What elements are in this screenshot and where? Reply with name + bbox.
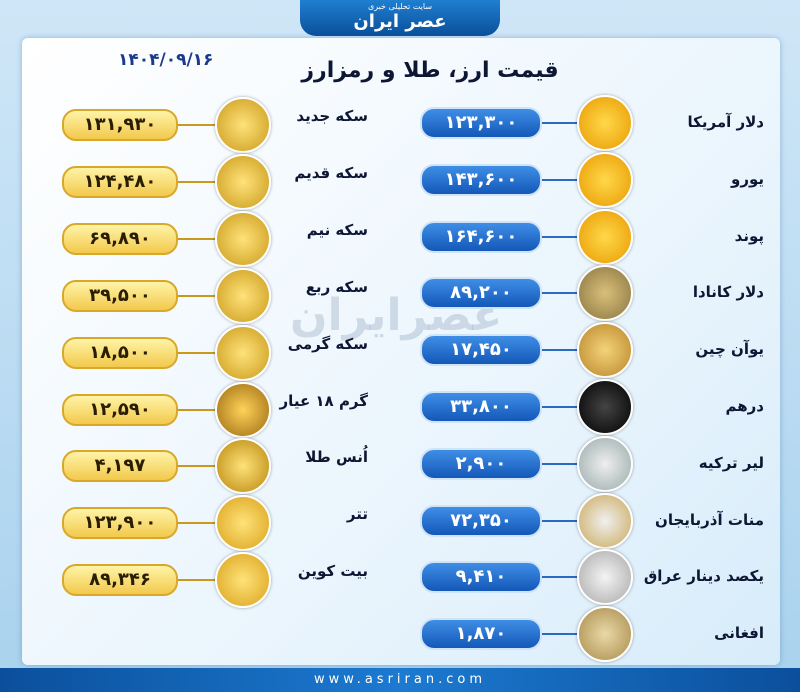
price: ۱,۸۷۰ xyxy=(420,618,542,651)
price: ۶۹,۸۹۰ xyxy=(62,222,178,255)
connector xyxy=(540,235,580,238)
connector xyxy=(176,124,216,126)
connector xyxy=(176,465,216,468)
price: ۱۷,۴۵۰ xyxy=(420,334,542,367)
price: ۸۹,۲۰۰ xyxy=(420,277,542,310)
currency-icon xyxy=(577,549,633,606)
item-icon xyxy=(215,210,271,267)
price: ۱۴۳,۶۰۰ xyxy=(420,163,542,196)
connector xyxy=(176,522,216,525)
connector xyxy=(176,294,216,297)
currency-name: پوند xyxy=(734,226,764,245)
connector xyxy=(540,406,580,408)
item-icon xyxy=(215,495,271,552)
connector xyxy=(540,178,580,181)
currency-icon xyxy=(577,208,633,265)
item-icon xyxy=(215,438,271,495)
price: ۳۹,۵۰۰ xyxy=(62,279,178,312)
connector xyxy=(540,122,580,124)
price: ۱۳۱,۹۳۰ xyxy=(62,109,178,141)
price: ۷۲,۳۵۰ xyxy=(420,504,542,537)
item-name: تتر xyxy=(346,505,368,524)
currency-icon xyxy=(577,265,633,322)
item-name: سکه ربع xyxy=(305,277,368,296)
item-name: سکه گرمی xyxy=(287,334,368,353)
connector xyxy=(540,576,580,579)
currency-name: یوآن چین xyxy=(695,340,764,359)
currency-icon xyxy=(577,492,633,549)
currency-icon xyxy=(577,606,633,663)
currency-name: یورو xyxy=(731,169,764,188)
title: قیمت ارز، طلا و رمزارز xyxy=(301,58,559,83)
footer: www.asriran.com xyxy=(0,668,800,692)
currency-name: منات آذربایجان xyxy=(655,510,764,529)
connector xyxy=(540,349,580,352)
currency-name: دلار کانادا xyxy=(692,283,764,302)
currency-name: افغانی xyxy=(714,624,764,643)
price: ۴,۱۹۷ xyxy=(62,450,178,483)
connector xyxy=(540,292,580,295)
currency-icon xyxy=(577,322,633,379)
currency-name: لیر ترکیه xyxy=(698,453,764,472)
header-banner: سایت تحلیلی خبری عصر ایران xyxy=(300,0,500,36)
date: ۱۴۰۴/۰۹/۱۶ xyxy=(118,50,214,70)
item-name: گرم ۱۸ عیار xyxy=(279,391,368,410)
currency-icon xyxy=(577,95,633,151)
logo: عصر ایران xyxy=(353,11,447,32)
connector xyxy=(176,180,216,183)
item-name: سکه قدیم xyxy=(294,163,368,182)
currency-icon xyxy=(577,379,633,435)
currency-icon xyxy=(577,151,633,208)
currency-name: دلار آمریکا xyxy=(687,113,764,131)
item-icon xyxy=(215,153,271,210)
connector xyxy=(176,237,216,240)
connector xyxy=(176,351,216,354)
item-icon xyxy=(215,381,271,438)
item-name: اُنس طلا xyxy=(305,448,368,467)
connector xyxy=(540,633,580,636)
item-icon xyxy=(215,324,271,381)
price: ۱۸,۵۰۰ xyxy=(62,336,178,369)
price: ۱۶۴,۶۰۰ xyxy=(420,220,542,253)
price: ۹,۴۱۰ xyxy=(420,561,542,594)
item-icon xyxy=(215,97,271,153)
price: ۳۳,۸۰۰ xyxy=(420,391,542,423)
item-icon xyxy=(215,552,271,609)
price: ۱۲۳,۹۰۰ xyxy=(62,507,178,540)
site-tagline: سایت تحلیلی خبری xyxy=(367,2,433,11)
connector xyxy=(540,519,580,522)
item-name: سکه جدید xyxy=(296,107,368,125)
item-name: سکه نیم xyxy=(306,220,368,239)
connector xyxy=(540,462,580,465)
price: ۸۹,۳۴۶ xyxy=(62,564,178,597)
currency-name: درهم xyxy=(725,397,765,415)
connector xyxy=(176,579,216,582)
price: ۱۲,۵۹۰ xyxy=(62,393,178,426)
price: ۲,۹۰۰ xyxy=(420,447,542,480)
connector xyxy=(176,408,216,411)
item-icon xyxy=(215,267,271,324)
item-name: بیت کوین xyxy=(297,562,368,581)
price: ۱۲۴,۴۸۰ xyxy=(62,165,178,198)
currency-name: یکصد دینار عراق xyxy=(643,567,764,586)
price: ۱۲۳,۳۰۰ xyxy=(420,107,542,139)
currency-icon xyxy=(577,435,633,492)
footer-url: www.asriran.com xyxy=(314,672,486,687)
